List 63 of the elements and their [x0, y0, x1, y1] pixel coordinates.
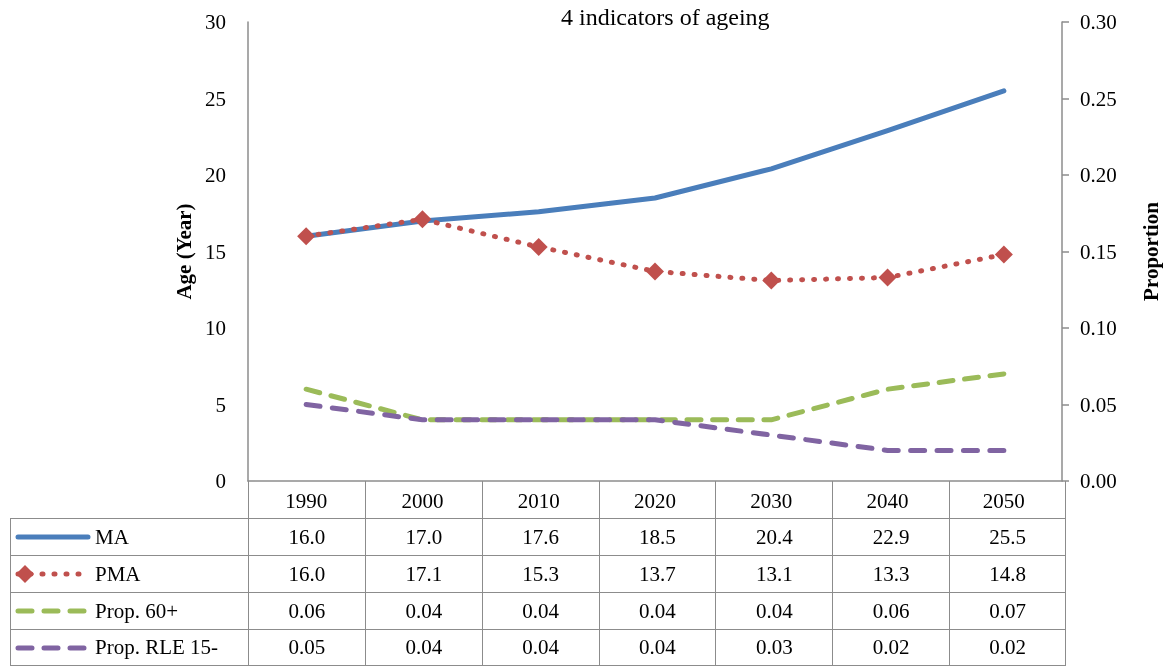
point [413, 210, 432, 229]
data-label: 16.0 [288, 561, 326, 587]
x-tick-label: 2010 [517, 488, 560, 513]
data-label: 13.3 [872, 561, 910, 587]
data-label: 0.04 [522, 598, 559, 624]
point [529, 237, 548, 256]
point [878, 268, 897, 287]
x-tick-label: 2040 [866, 488, 909, 513]
data-label: 0.07 [989, 598, 1026, 624]
data-label: 0.02 [989, 635, 1026, 660]
y2-tick-label: 0.00 [1080, 469, 1117, 493]
data-label: 0.03 [755, 635, 793, 660]
y-tick-label: 15 [205, 239, 226, 264]
data-label: 0.06 [288, 598, 326, 624]
y-tick-label: 30 [205, 10, 226, 34]
y-tick-label: 10 [205, 316, 226, 340]
data-label: 22.9 [872, 524, 910, 550]
data-label: 13.7 [639, 561, 676, 587]
data-label: 16.0 [288, 524, 326, 550]
data-label: 0.05 [288, 635, 326, 660]
x-tick-label: 2030 [750, 488, 793, 513]
y2-tick-label: 0.20 [1080, 163, 1117, 187]
legend-label: PMA [95, 561, 141, 587]
data-label: 0.02 [872, 635, 910, 660]
data-label: 17.0 [405, 524, 443, 550]
y-axis-title: Age (Year) [171, 203, 196, 300]
point [762, 271, 781, 290]
y2-tick-label: 0.25 [1080, 86, 1117, 111]
data-label: 0.04 [405, 635, 443, 660]
chart-title: 4 indicators of ageing [561, 4, 770, 30]
y-tick-label: 25 [205, 86, 226, 111]
x-tick-label: 2050 [982, 488, 1025, 513]
data-label: 17.1 [405, 561, 443, 587]
x-tick-label: 1990 [285, 488, 328, 513]
y2-tick-label: 0.05 [1080, 392, 1117, 417]
point [646, 262, 664, 281]
legend-label: Prop. 60+ [95, 598, 179, 624]
data-label: 0.04 [639, 598, 676, 624]
y-tick-label: 20 [205, 163, 226, 187]
data-label: 20.4 [755, 524, 793, 550]
point [297, 227, 316, 246]
x-tick-label: 2000 [401, 488, 444, 513]
data-label: 13.1 [755, 561, 793, 587]
y2-tick-label: 0.10 [1080, 316, 1117, 340]
y-tick-label: 0 [215, 469, 226, 493]
legend-label: MA [95, 524, 129, 550]
data-label: 0.04 [639, 635, 676, 660]
data-label: 15.3 [522, 561, 559, 587]
data-label: 17.6 [522, 524, 559, 550]
data-label: 0.04 [755, 598, 793, 624]
y-tick-label: 5 [215, 392, 226, 417]
data-label: 25.5 [989, 524, 1026, 550]
data-label: 0.04 [522, 635, 559, 660]
data-label: 0.06 [872, 598, 910, 624]
point [994, 245, 1013, 264]
data-label: 18.5 [639, 524, 676, 550]
y2-tick-label: 0.30 [1080, 10, 1117, 34]
x-tick-label: 2020 [634, 488, 676, 513]
y2-axis-title: Proportion [1138, 201, 1163, 301]
data-label: 14.8 [989, 561, 1026, 587]
legend-label: Prop. RLE 15- [95, 635, 219, 660]
y2-tick-label: 0.15 [1080, 239, 1117, 264]
data-label: 0.04 [405, 598, 443, 624]
